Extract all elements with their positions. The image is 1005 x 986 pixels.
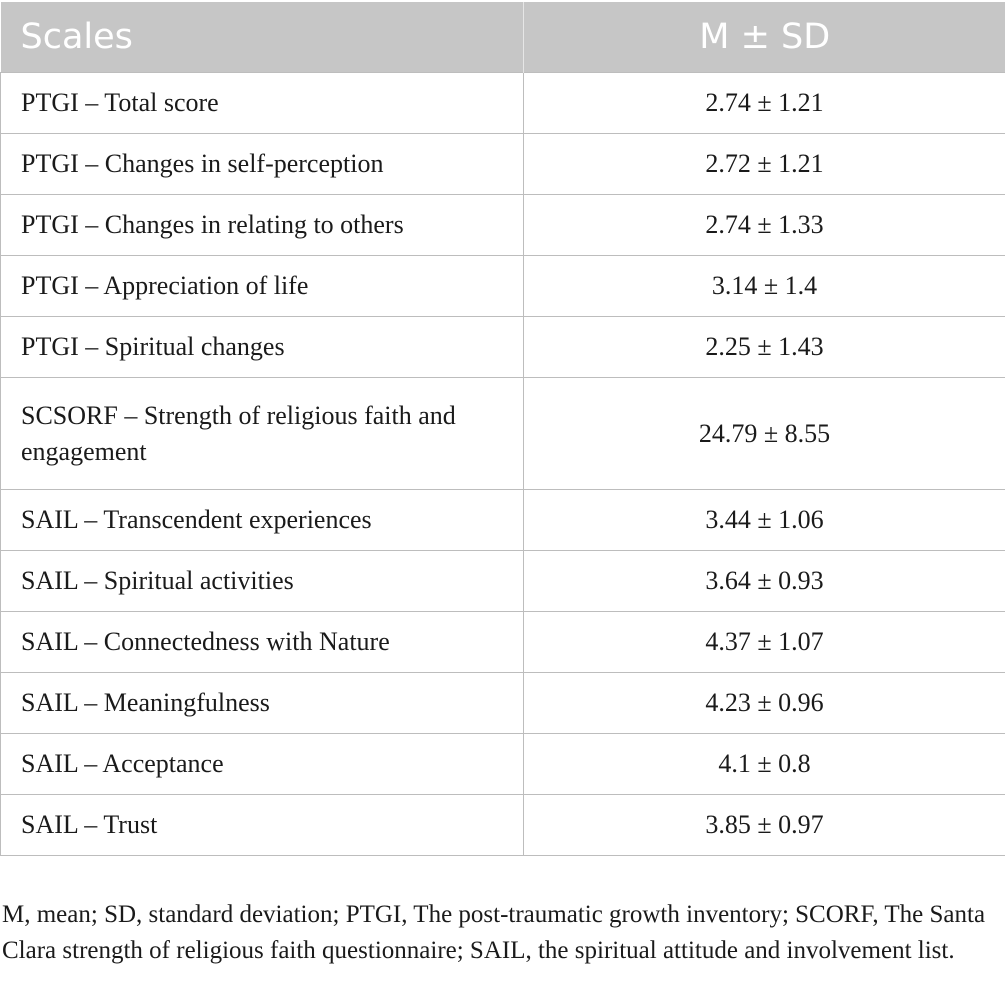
- value-cell: 3.64 ± 0.93: [523, 550, 1005, 612]
- header-row: Scales M ± SD: [0, 2, 1005, 73]
- table-header: Scales M ± SD: [0, 2, 1005, 73]
- table-row: PTGI – Changes in relating to others 2.7…: [0, 194, 1005, 256]
- scale-cell: PTGI – Total score: [0, 72, 524, 134]
- value-cell: 3.14 ± 1.4: [523, 255, 1005, 317]
- table-row: SAIL – Trust 3.85 ± 0.97: [0, 794, 1005, 856]
- value-cell: 2.72 ± 1.21: [523, 133, 1005, 195]
- table-row: SAIL – Acceptance 4.1 ± 0.8: [0, 733, 1005, 795]
- table-row: SAIL – Connectedness with Nature 4.37 ± …: [0, 611, 1005, 673]
- table-footnote: M, mean; SD, standard deviation; PTGI, T…: [2, 901, 986, 964]
- scale-cell: SCSORF – Strength of religious faith and…: [0, 377, 524, 490]
- table-row: PTGI – Total score 2.74 ± 1.21: [0, 72, 1005, 134]
- value-cell: 2.74 ± 1.33: [523, 194, 1005, 256]
- table-row: SAIL – Meaningfulness 4.23 ± 0.96: [0, 672, 1005, 734]
- value-cell: 4.23 ± 0.96: [523, 672, 1005, 734]
- value-cell: 3.44 ± 1.06: [523, 489, 1005, 551]
- table-row: SCSORF – Strength of religious faith and…: [0, 377, 1005, 490]
- table-row: PTGI – Spiritual changes 2.25 ± 1.43: [0, 316, 1005, 378]
- scale-cell: PTGI – Changes in relating to others: [0, 194, 524, 256]
- value-cell: 4.1 ± 0.8: [523, 733, 1005, 795]
- scale-cell: SAIL – Spiritual activities: [0, 550, 524, 612]
- table-row: SAIL – Transcendent experiences 3.44 ± 1…: [0, 489, 1005, 551]
- scale-cell: SAIL – Connectedness with Nature: [0, 611, 524, 673]
- header-scales: Scales: [0, 2, 524, 73]
- table-row: PTGI – Appreciation of life 3.14 ± 1.4: [0, 255, 1005, 317]
- table-row: PTGI – Changes in self-perception 2.72 ±…: [0, 133, 1005, 195]
- scale-cell: PTGI – Appreciation of life: [0, 255, 524, 317]
- scale-cell: SAIL – Transcendent experiences: [0, 489, 524, 551]
- value-cell: 24.79 ± 8.55: [523, 377, 1005, 490]
- table-row: SAIL – Spiritual activities 3.64 ± 0.93: [0, 550, 1005, 612]
- results-table: Scales M ± SD PTGI – Total score 2.74 ± …: [0, 2, 1005, 856]
- scale-cell: SAIL – Acceptance: [0, 733, 524, 795]
- scale-cell: PTGI – Spiritual changes: [0, 316, 524, 378]
- scale-cell: PTGI – Changes in self-perception: [0, 133, 524, 195]
- scale-cell: SAIL – Meaningfulness: [0, 672, 524, 734]
- scale-cell: SAIL – Trust: [0, 794, 524, 856]
- table-body: PTGI – Total score 2.74 ± 1.21 PTGI – Ch…: [0, 72, 1005, 856]
- value-cell: 3.85 ± 0.97: [523, 794, 1005, 856]
- results-table-container: Scales M ± SD PTGI – Total score 2.74 ± …: [0, 2, 1005, 856]
- value-cell: 2.74 ± 1.21: [523, 72, 1005, 134]
- value-cell: 2.25 ± 1.43: [523, 316, 1005, 378]
- value-cell: 4.37 ± 1.07: [523, 611, 1005, 673]
- header-mean-sd: M ± SD: [523, 2, 1005, 73]
